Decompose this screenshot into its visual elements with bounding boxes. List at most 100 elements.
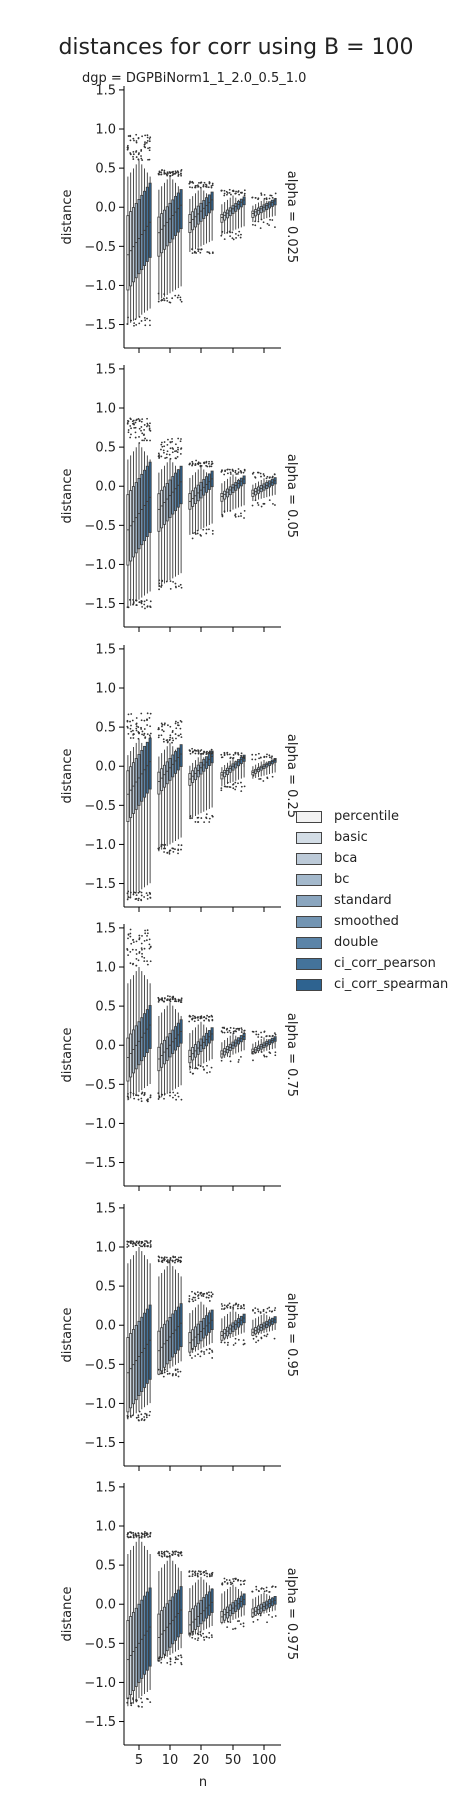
outlier-point <box>143 603 146 606</box>
outlier-point <box>206 1575 208 1578</box>
facet-label: alpha = 0.75 <box>284 1013 299 1097</box>
outlier-point <box>205 528 208 531</box>
outlier-point <box>180 1656 183 1659</box>
outlier-point <box>133 427 136 429</box>
outlier-point <box>146 417 148 420</box>
outlier-point <box>271 476 274 479</box>
outlier-point <box>166 1555 168 1558</box>
outlier-point <box>223 192 226 195</box>
y-tick-label: 0.0 <box>95 1319 116 1334</box>
outlier-point <box>135 140 138 142</box>
outlier-point <box>172 448 175 450</box>
outlier-point <box>132 419 135 422</box>
outlier-point <box>226 1344 229 1346</box>
outlier-point <box>242 1343 245 1346</box>
outlier-point <box>129 436 132 439</box>
outlier-point <box>180 1661 182 1664</box>
outlier-point <box>169 998 172 1001</box>
outlier-point <box>143 896 146 898</box>
outlier-point <box>167 724 169 727</box>
outlier-point <box>191 1072 194 1075</box>
y-tick-label: 1.0 <box>95 123 116 138</box>
outlier-point <box>135 722 138 725</box>
outlier-point <box>232 787 235 790</box>
outlier-point <box>163 1551 165 1554</box>
outlier-point <box>135 725 138 728</box>
outlier-point <box>174 443 177 446</box>
outlier-point <box>146 932 149 935</box>
outlier-point <box>194 1299 197 1302</box>
outlier-point <box>143 1419 146 1422</box>
outlier-point <box>168 851 171 853</box>
outlier-point <box>273 1032 276 1035</box>
outlier-point <box>199 1065 202 1067</box>
box <box>162 1323 166 1368</box>
outlier-point <box>258 778 261 780</box>
outlier-point <box>254 476 256 478</box>
outlier-point <box>260 1587 263 1590</box>
outlier-point <box>268 499 271 502</box>
outlier-point <box>178 585 180 588</box>
outlier-point <box>146 929 149 932</box>
outlier-point <box>140 429 142 432</box>
outlier-point <box>260 192 263 195</box>
outlier-point <box>205 813 208 816</box>
legend-label: bc <box>334 872 350 887</box>
outlier-point <box>206 750 208 753</box>
outlier-point <box>266 753 268 756</box>
box <box>225 209 229 219</box>
outlier-point <box>199 1633 202 1636</box>
box <box>223 211 227 221</box>
outlier-point <box>202 1632 204 1635</box>
outlier-point <box>149 1244 152 1246</box>
outlier-point <box>146 712 149 715</box>
box <box>220 214 224 223</box>
box <box>137 754 141 806</box>
outlier-point <box>146 719 148 722</box>
outlier-point <box>138 1410 141 1413</box>
box <box>176 192 180 233</box>
outlier-point <box>197 461 200 464</box>
box <box>143 1312 147 1388</box>
outlier-point <box>226 472 229 475</box>
outlier-point <box>210 752 213 755</box>
legend-item: double <box>296 932 448 953</box>
outlier-point <box>169 175 172 177</box>
outlier-point <box>158 1656 161 1659</box>
outlier-point <box>129 153 132 156</box>
outlier-point <box>211 1018 214 1021</box>
outlier-point <box>129 932 132 935</box>
outlier-point <box>148 734 151 737</box>
outlier-point <box>157 455 160 458</box>
outlier-point <box>133 139 135 142</box>
outlier-point <box>200 749 203 751</box>
outlier-point <box>132 1701 135 1704</box>
outlier-point <box>232 1307 235 1310</box>
outlier-point <box>149 892 152 895</box>
outlier-point <box>138 322 141 325</box>
outlier-point <box>126 1535 129 1538</box>
outlier-point <box>208 528 210 531</box>
y-tick-label: 1.5 <box>95 362 116 377</box>
legend-swatch <box>296 810 322 823</box>
box <box>223 490 227 500</box>
box <box>188 214 192 233</box>
outlier-point <box>148 427 151 430</box>
outlier-point <box>269 218 271 221</box>
box <box>145 1308 149 1384</box>
outlier-point <box>179 440 182 443</box>
outlier-point <box>197 463 200 466</box>
outlier-point <box>174 722 177 725</box>
outlier-point <box>166 171 169 174</box>
legend-swatch <box>296 915 322 928</box>
outlier-point <box>141 730 144 733</box>
outlier-point <box>196 1639 199 1642</box>
outlier-point <box>268 476 271 479</box>
outlier-point <box>191 1630 194 1633</box>
outlier-point <box>251 196 254 199</box>
outlier-point <box>132 601 135 603</box>
outlier-point <box>160 441 163 444</box>
outlier-point <box>180 1098 183 1101</box>
outlier-point <box>180 438 182 440</box>
box <box>140 194 144 271</box>
